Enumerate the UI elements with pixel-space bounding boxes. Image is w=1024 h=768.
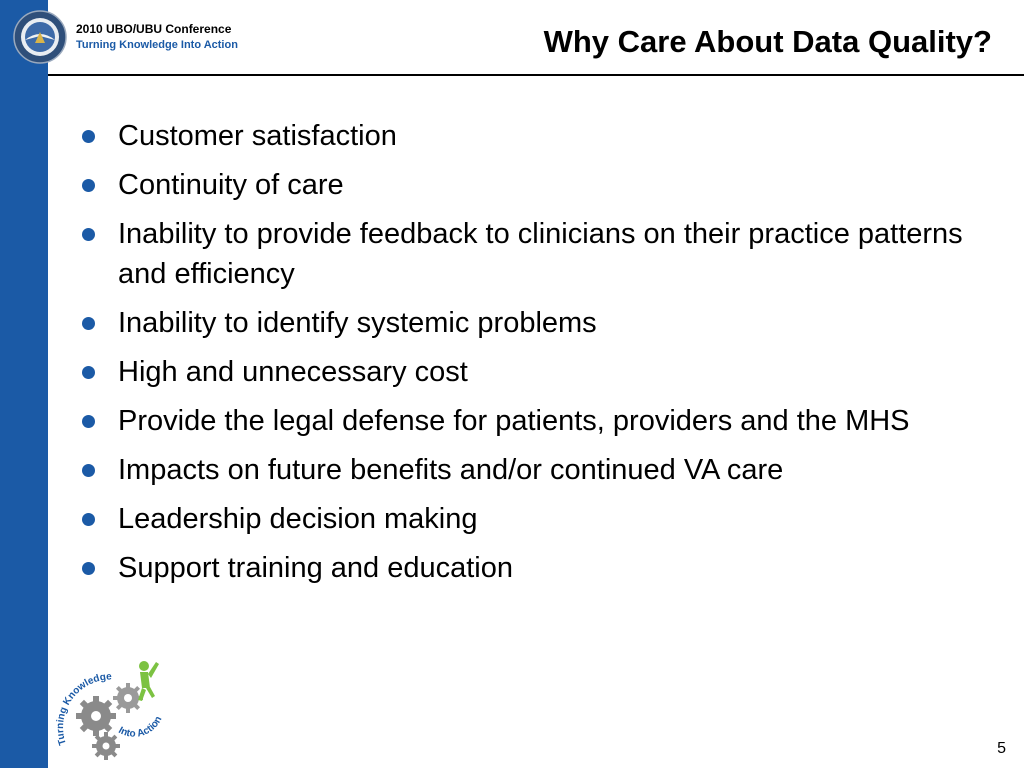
bullet-dot-icon [82,562,95,575]
list-item: High and unnecessary cost [80,352,1000,392]
gear-icon [92,732,120,760]
bullet-dot-icon [82,317,95,330]
bullet-text: High and unnecessary cost [118,356,468,388]
bullet-text: Leadership decision making [118,503,478,535]
turning-knowledge-logo: Turning Knowledge Into Action [56,661,164,760]
conference-tagline: Turning Knowledge Into Action [76,39,238,51]
bullet-dot-icon [82,228,95,241]
green-figure-icon [138,661,159,701]
bullet-text: Customer satisfaction [118,120,397,152]
gear-icon [113,683,143,713]
list-item: Support training and education [80,548,1000,588]
svg-text:Into Action: Into Action [116,715,164,740]
left-accent-bar [0,0,48,768]
conference-name: 2010 UBO/UBU Conference [76,22,232,36]
dod-seal-icon [13,10,67,64]
slide-title: Why Care About Data Quality? [543,24,992,59]
list-item: Inability to provide feedback to clinici… [80,214,1000,294]
bullet-dot-icon [82,464,95,477]
bullet-list: Customer satisfaction Continuity of care… [80,116,1000,597]
page-number: 5 [997,740,1006,757]
bullet-text: Inability to identify systemic problems [118,307,597,339]
list-item: Continuity of care [80,165,1000,205]
list-item: Inability to identify systemic problems [80,303,1000,343]
bullet-text: Continuity of care [118,169,344,201]
bullet-dot-icon [82,366,95,379]
bullet-text: Inability to provide feedback to clinici… [118,218,963,290]
bullet-text: Provide the legal defense for patients, … [118,405,910,437]
bullet-dot-icon [82,513,95,526]
bullet-dot-icon [82,179,95,192]
bullet-text: Support training and education [118,552,514,584]
gear-icon [76,696,116,736]
bullet-dot-icon [82,130,95,143]
list-item: Customer satisfaction [80,116,1000,156]
bullet-dot-icon [82,415,95,428]
list-item: Impacts on future benefits and/or contin… [80,450,1000,490]
bullet-text: Impacts on future benefits and/or contin… [118,454,784,486]
list-item: Provide the legal defense for patients, … [80,401,1000,441]
title-divider [48,74,1024,76]
list-item: Leadership decision making [80,499,1000,539]
logo-text-bottom: Into Action [116,715,164,740]
